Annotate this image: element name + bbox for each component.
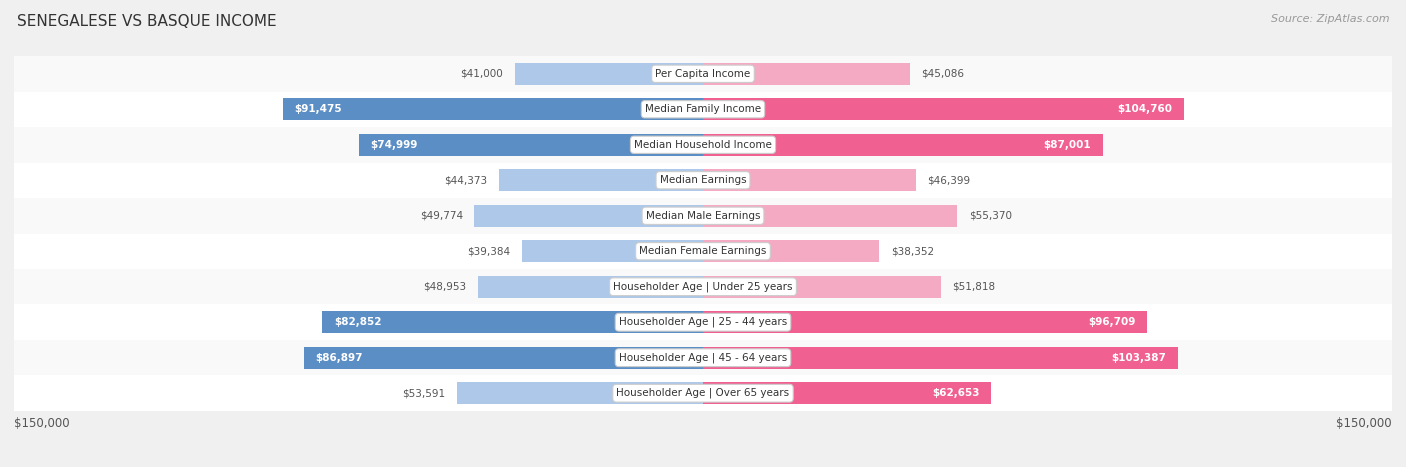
Bar [474,205,703,227]
FancyBboxPatch shape [14,234,1392,269]
Text: Median Male Earnings: Median Male Earnings [645,211,761,221]
Text: $38,352: $38,352 [890,246,934,256]
Bar [522,240,703,262]
Text: Median Household Income: Median Household Income [634,140,772,150]
Bar [359,134,703,156]
Text: $41,000: $41,000 [460,69,503,79]
FancyBboxPatch shape [14,198,1392,234]
Text: $51,818: $51,818 [952,282,995,292]
Text: Source: ZipAtlas.com: Source: ZipAtlas.com [1271,14,1389,24]
Text: $46,399: $46,399 [928,175,970,185]
Bar [283,98,703,120]
Text: Median Female Earnings: Median Female Earnings [640,246,766,256]
Bar [703,276,941,298]
FancyBboxPatch shape [14,304,1392,340]
Text: $39,384: $39,384 [468,246,510,256]
Text: Median Earnings: Median Earnings [659,175,747,185]
Text: $74,999: $74,999 [370,140,418,150]
Text: $48,953: $48,953 [423,282,467,292]
FancyBboxPatch shape [14,163,1392,198]
Text: SENEGALESE VS BASQUE INCOME: SENEGALESE VS BASQUE INCOME [17,14,277,29]
Bar [457,382,703,404]
Bar [322,311,703,333]
Bar [703,240,879,262]
Text: Householder Age | 45 - 64 years: Householder Age | 45 - 64 years [619,353,787,363]
Text: $53,591: $53,591 [402,388,446,398]
Bar [703,63,910,85]
Text: $87,001: $87,001 [1043,140,1091,150]
Text: $44,373: $44,373 [444,175,488,185]
Text: Per Capita Income: Per Capita Income [655,69,751,79]
Bar [703,382,991,404]
Text: $82,852: $82,852 [335,317,381,327]
FancyBboxPatch shape [14,92,1392,127]
FancyBboxPatch shape [14,56,1392,92]
Bar [478,276,703,298]
Text: Householder Age | Under 25 years: Householder Age | Under 25 years [613,282,793,292]
Text: $49,774: $49,774 [420,211,463,221]
FancyBboxPatch shape [14,269,1392,304]
Text: $150,000: $150,000 [1336,417,1392,431]
Bar [703,169,917,191]
Bar [703,98,1184,120]
Text: $62,653: $62,653 [932,388,979,398]
Text: Householder Age | 25 - 44 years: Householder Age | 25 - 44 years [619,317,787,327]
Text: $96,709: $96,709 [1088,317,1136,327]
Bar [703,134,1102,156]
Text: $55,370: $55,370 [969,211,1012,221]
FancyBboxPatch shape [14,375,1392,411]
Text: Householder Age | Over 65 years: Householder Age | Over 65 years [616,388,790,398]
Text: Median Family Income: Median Family Income [645,104,761,114]
Text: $91,475: $91,475 [294,104,342,114]
Bar [703,347,1178,369]
Text: $86,897: $86,897 [315,353,363,363]
FancyBboxPatch shape [14,127,1392,163]
Bar [703,311,1147,333]
Bar [304,347,703,369]
Bar [499,169,703,191]
Bar [703,205,957,227]
Bar [515,63,703,85]
Text: $45,086: $45,086 [921,69,965,79]
FancyBboxPatch shape [14,340,1392,375]
Text: $150,000: $150,000 [14,417,70,431]
Text: $104,760: $104,760 [1118,104,1173,114]
Text: $103,387: $103,387 [1112,353,1167,363]
